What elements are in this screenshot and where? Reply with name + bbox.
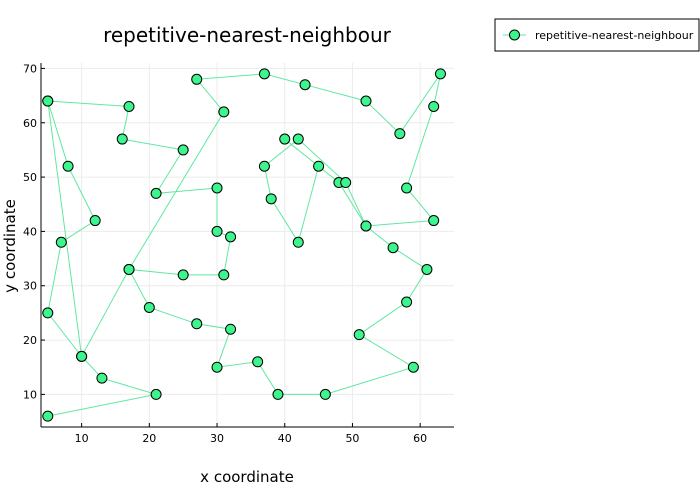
- data-point-7: [225, 231, 237, 243]
- chart-title: repetitive-nearest-neighbour: [103, 23, 392, 47]
- data-point-34: [401, 182, 413, 194]
- data-point-37: [394, 128, 406, 140]
- data-point-45: [42, 307, 54, 319]
- data-point-28: [265, 193, 277, 205]
- data-point-4: [150, 187, 162, 199]
- data-point-9: [177, 269, 189, 281]
- data-point-13: [225, 323, 237, 335]
- data-point-53: [42, 410, 54, 422]
- data-point-15: [252, 356, 264, 368]
- data-point-12: [191, 318, 203, 330]
- data-point-42: [218, 106, 230, 118]
- axes: [40, 63, 454, 428]
- data-point-41: [191, 73, 203, 85]
- data-point-52: [150, 388, 162, 400]
- data-point-8: [218, 269, 230, 281]
- data-point-20: [401, 296, 413, 308]
- data-point-2: [116, 133, 128, 145]
- data-point-21: [421, 263, 433, 275]
- data-point-19: [353, 329, 365, 341]
- y-tick-label-6: 70: [23, 62, 37, 75]
- series-points: [42, 68, 446, 422]
- y-tick-label-2: 30: [23, 280, 37, 293]
- x-tick-label-1: 20: [142, 432, 156, 445]
- y-axis-title: y coordinate: [1, 199, 19, 293]
- data-point-47: [89, 215, 101, 227]
- legend-marker-sample: [509, 29, 520, 41]
- data-point-38: [360, 95, 372, 107]
- series-line: [47, 73, 441, 417]
- legend-entry-label: repetitive-nearest-neighbour: [535, 29, 694, 42]
- data-point-22: [387, 242, 399, 254]
- data-point-36: [434, 68, 446, 80]
- data-point-32: [360, 220, 372, 232]
- data-point-17: [319, 388, 331, 400]
- data-point-33: [428, 215, 440, 227]
- x-tick-label-4: 50: [345, 432, 359, 445]
- data-point-46: [55, 236, 67, 248]
- data-point-49: [42, 95, 54, 107]
- data-point-40: [258, 68, 270, 80]
- data-point-16: [272, 388, 284, 400]
- y-tick-label-0: 10: [23, 388, 37, 401]
- y-tick-label-5: 60: [23, 117, 37, 130]
- data-point-11: [143, 301, 155, 313]
- data-point-18: [407, 361, 419, 373]
- data-point-14: [211, 361, 223, 373]
- legend: repetitive-nearest-neighbour: [494, 18, 700, 52]
- y-tick-label-1: 20: [23, 334, 37, 347]
- data-point-30: [292, 133, 304, 145]
- data-point-48: [62, 160, 74, 172]
- x-tick-label-3: 40: [278, 432, 292, 445]
- data-point-35: [428, 100, 440, 112]
- data-point-51: [96, 372, 108, 384]
- x-axis-title: x coordinate: [200, 468, 294, 486]
- data-point-5: [211, 182, 223, 194]
- x-tick-label-0: 10: [75, 432, 89, 445]
- x-tick-label-2: 30: [210, 432, 224, 445]
- data-point-26: [313, 160, 325, 172]
- data-point-27: [292, 236, 304, 248]
- y-tick-label-4: 50: [23, 171, 37, 184]
- y-axis-ticks: 10 20 30 40 50 60 70: [23, 62, 45, 401]
- x-tick-label-5: 60: [413, 432, 427, 445]
- legend-box: [494, 18, 700, 52]
- data-point-31: [340, 177, 352, 189]
- data-point-29: [258, 160, 270, 172]
- data-point-25: [279, 133, 291, 145]
- data-point-6: [211, 225, 223, 237]
- data-point-39: [299, 79, 311, 91]
- x-axis-ticks: 10 20 30 40 50 60: [75, 423, 427, 445]
- y-tick-label-3: 40: [23, 225, 37, 238]
- data-point-50: [76, 350, 88, 362]
- data-point-43: [123, 263, 135, 275]
- data-point-1: [123, 100, 135, 112]
- data-point-3: [177, 144, 189, 156]
